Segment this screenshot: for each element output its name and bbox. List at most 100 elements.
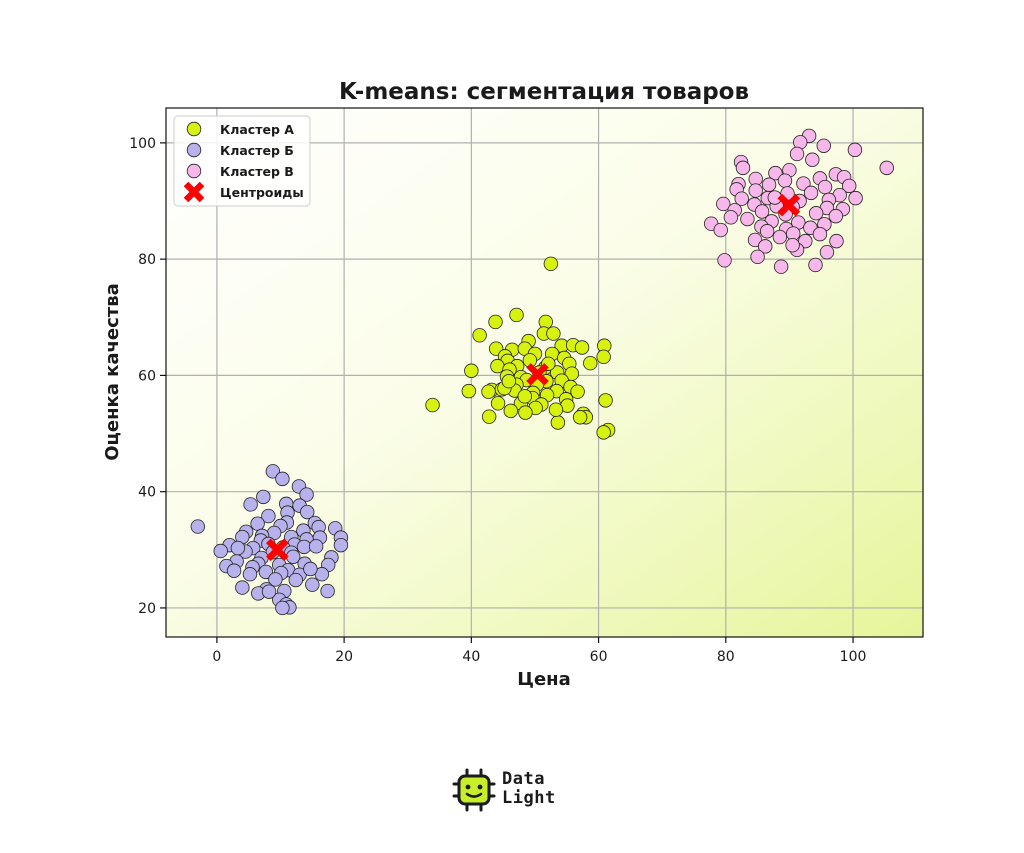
centroid-markers xyxy=(266,193,801,562)
legend-label: Кластер Б xyxy=(220,143,294,158)
legend-marker xyxy=(186,142,202,158)
data-point xyxy=(268,572,283,587)
data-point xyxy=(261,584,277,599)
data-point xyxy=(847,142,863,158)
data-point xyxy=(717,253,732,268)
data-point xyxy=(548,402,564,417)
data-point xyxy=(574,340,590,355)
data-point xyxy=(258,564,274,580)
data-point xyxy=(490,396,506,411)
data-point xyxy=(299,487,314,502)
x-tick-label: 0 xyxy=(212,649,221,665)
data-point xyxy=(758,239,773,254)
data-point xyxy=(598,393,613,408)
data-point xyxy=(768,165,783,181)
data-point xyxy=(503,403,518,419)
legend-marker xyxy=(186,163,202,179)
data-point xyxy=(481,409,497,424)
y-tick-label: 60 xyxy=(138,368,156,384)
data-point xyxy=(509,307,524,323)
data-point xyxy=(256,489,271,505)
data-point xyxy=(190,519,206,534)
robot-chip-icon xyxy=(452,768,496,812)
data-point xyxy=(713,222,728,238)
data-point xyxy=(501,374,517,389)
plot-frame xyxy=(165,107,924,638)
data-point xyxy=(789,146,805,162)
data-point xyxy=(261,508,276,524)
y-axis-label: Оценка качества xyxy=(102,283,123,461)
data-point xyxy=(829,233,844,249)
y-tick-label: 80 xyxy=(138,252,156,268)
data-point xyxy=(596,425,611,440)
data-point xyxy=(550,415,566,430)
data-point xyxy=(518,405,533,420)
data-point xyxy=(761,177,777,192)
data-point xyxy=(785,237,800,253)
data-point xyxy=(333,537,349,553)
x-tick-label: 40 xyxy=(462,649,480,665)
data-point xyxy=(250,516,265,531)
legend-label: Кластер А xyxy=(220,122,294,137)
data-point xyxy=(243,497,258,512)
data-point xyxy=(750,249,765,265)
data-point xyxy=(812,226,828,242)
data-point xyxy=(734,191,749,206)
data-point xyxy=(308,539,324,554)
data-point xyxy=(300,504,315,520)
data-point xyxy=(805,152,820,167)
data-point xyxy=(320,583,335,599)
data-point xyxy=(481,384,496,399)
data-point xyxy=(488,314,503,330)
data-point xyxy=(296,539,312,555)
data-point xyxy=(808,257,823,273)
data-point xyxy=(572,410,588,425)
data-point xyxy=(842,178,857,194)
data-point xyxy=(796,176,811,191)
data-point xyxy=(275,471,290,487)
data-point xyxy=(747,232,763,248)
data-point xyxy=(723,210,739,225)
data-point xyxy=(748,183,763,198)
data-point xyxy=(464,363,479,378)
data-point xyxy=(235,580,250,595)
y-tick-label: 40 xyxy=(138,485,156,501)
legend-marker xyxy=(183,181,205,203)
data-point xyxy=(596,349,611,365)
data-point xyxy=(490,358,505,374)
logo-line-2: Light xyxy=(502,788,556,808)
data-point xyxy=(303,561,318,577)
data-point xyxy=(305,577,320,592)
data-point xyxy=(517,389,532,404)
data-point xyxy=(735,160,751,176)
data-point xyxy=(808,206,824,221)
data-point xyxy=(716,196,731,212)
centroid-marker xyxy=(526,362,549,386)
data-point xyxy=(288,572,303,588)
centroid-marker xyxy=(266,538,289,562)
x-axis-label: Цена xyxy=(517,669,571,690)
legend-box xyxy=(173,115,311,207)
data-point xyxy=(777,173,793,188)
data-point xyxy=(803,185,819,201)
data-point xyxy=(425,397,440,413)
data-point xyxy=(879,160,894,176)
data-point xyxy=(759,224,775,239)
data-point xyxy=(816,138,831,153)
legend-label: Центроиды xyxy=(220,185,304,200)
data-point xyxy=(754,204,770,219)
data-point xyxy=(213,543,228,559)
data-point xyxy=(461,383,477,399)
chart-title: K-means: сегментация товаров xyxy=(339,79,749,105)
data-point xyxy=(583,355,598,371)
logo-line-1: Data xyxy=(502,769,545,789)
data-point xyxy=(817,179,833,195)
data-point xyxy=(819,244,835,260)
data-point xyxy=(773,259,789,274)
data-point xyxy=(570,384,585,399)
data-point xyxy=(226,563,242,578)
data-point xyxy=(828,208,844,224)
centroid-marker xyxy=(777,193,801,217)
data-point xyxy=(848,190,863,206)
